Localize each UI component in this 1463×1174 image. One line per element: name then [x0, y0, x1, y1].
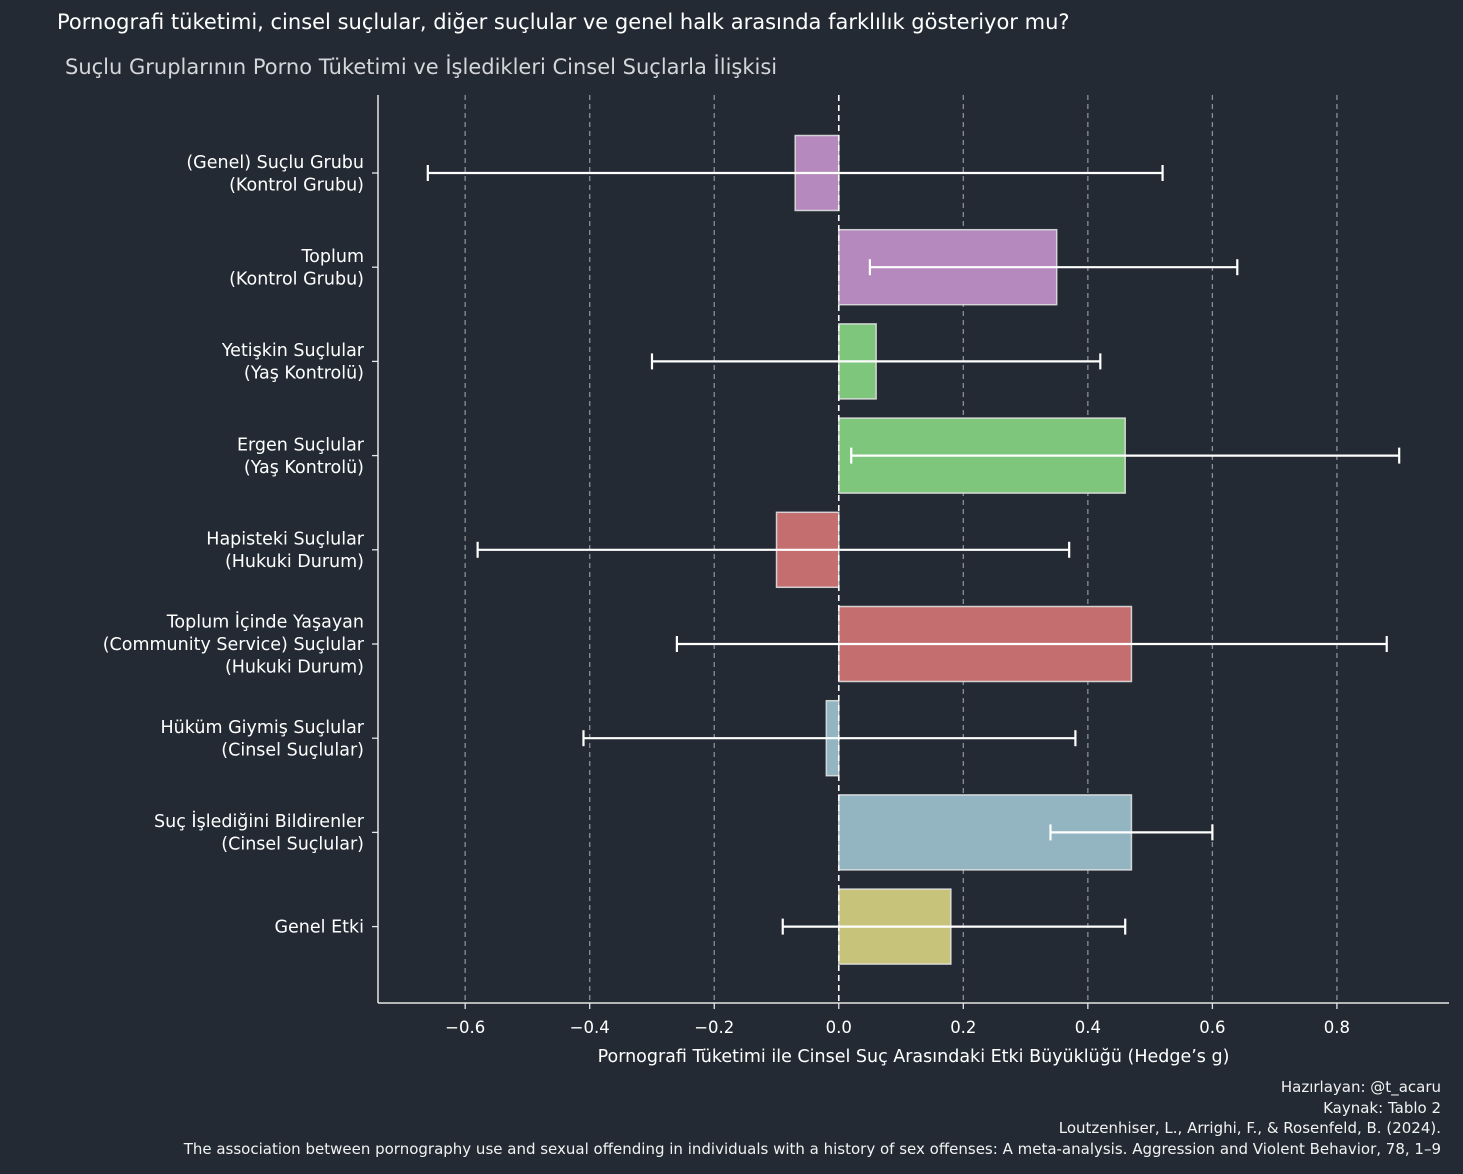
y-category-label: Hüküm Giymiş Suçlular	[161, 718, 365, 738]
y-category-label: (Kontrol Grubu)	[229, 269, 364, 289]
x-tick-label: 0.0	[826, 1018, 852, 1037]
y-category-label: Ergen Suçlular	[237, 435, 365, 455]
y-category-label: (Yaş Kontrolü)	[244, 458, 364, 478]
credit-author: Hazırlayan: @t_acaru	[1280, 1078, 1441, 1096]
y-category-label: (Cinsel Suçlular)	[221, 835, 364, 855]
credit-citation-2: The association between pornography use …	[183, 1139, 1441, 1158]
y-category-label: Toplum İçinde Yaşayan	[166, 612, 364, 633]
x-tick-label: 0.8	[1324, 1018, 1350, 1037]
credit-source: Kaynak: Tablo 2	[1323, 1098, 1441, 1117]
x-tick-label: 0.6	[1199, 1018, 1225, 1037]
y-category-label: Toplum	[300, 247, 364, 267]
y-category-label: (Hukuki Durum)	[225, 552, 364, 572]
y-category-label: Suç İşlediğini Bildirenler	[154, 811, 365, 832]
y-category-label: (Hukuki Durum)	[225, 658, 364, 678]
chart-subtitle: Suçlu Gruplarının Porno Tüketimi ve İşle…	[65, 55, 778, 79]
x-tick-label: 0.2	[950, 1018, 976, 1037]
credits: Hazırlayan: @t_acaru Kaynak: Tablo 2 Lou…	[184, 1077, 1441, 1159]
x-axis-label: Pornografi Tüketimi ile Cinsel Suç Arası…	[598, 1047, 1230, 1067]
y-category-label: Yetişkin Suçlular	[221, 341, 365, 361]
y-category-label: Genel Etki	[274, 918, 364, 938]
y-category-label: (Kontrol Grubu)	[229, 175, 364, 195]
y-category-label: Hapisteki Suçlular	[206, 530, 365, 550]
credit-citation-1: Loutzenhiser, L., Arrighi, F., & Rosenfe…	[1058, 1119, 1441, 1137]
x-tick-label: −0.6	[445, 1018, 485, 1037]
y-category-label: (Cinsel Suçlular)	[221, 740, 364, 760]
x-tick-label: −0.2	[694, 1018, 734, 1037]
y-category-label: (Genel) Suçlu Grubu	[186, 153, 364, 173]
y-category-label: (Yaş Kontrolü)	[244, 364, 364, 384]
x-tick-label: 0.4	[1075, 1018, 1101, 1037]
chart-title: Pornografi tüketimi, cinsel suçlular, di…	[57, 10, 1070, 34]
x-tick-label: −0.4	[570, 1018, 610, 1037]
y-category-label: (Community Service) Suçlular	[103, 635, 365, 655]
